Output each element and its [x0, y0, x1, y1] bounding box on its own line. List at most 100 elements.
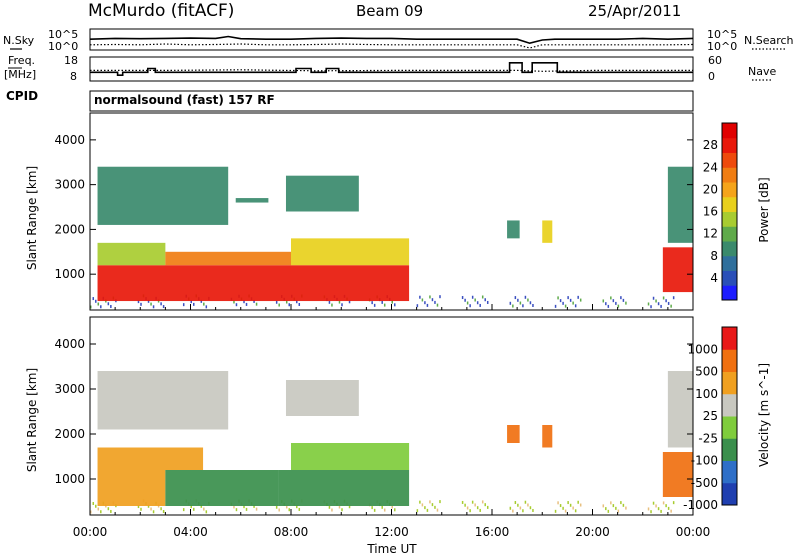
power-scatter-mark	[564, 304, 567, 308]
power-region-8	[507, 220, 520, 239]
power-scatter-mark	[574, 304, 577, 308]
power-scatter-mark	[150, 302, 152, 306]
velocity-colorbar-tick-label: -100	[691, 454, 718, 468]
noise-series-2	[89, 43, 694, 49]
power-region-5	[97, 166, 229, 225]
power-scatter-mark	[607, 304, 610, 308]
power-colorbar-segment	[722, 211, 737, 227]
velocity-region-10	[662, 452, 693, 497]
power-scatter-mark	[652, 296, 655, 300]
power-scatter-mark	[245, 302, 248, 306]
power-scatter-mark	[625, 301, 627, 305]
velocity-scatter-mark	[341, 508, 343, 512]
velocity-scatter-mark	[255, 507, 258, 511]
power-colorbar-frame	[721, 122, 738, 301]
power-scatter-mark	[650, 305, 652, 309]
velocity-scatter-mark	[622, 503, 625, 507]
velocity-scatter-mark	[97, 507, 100, 511]
power-scatter-mark	[140, 302, 142, 306]
velocity-scatter-mark	[275, 505, 278, 509]
velocity-colorbar-tick-label: 500	[695, 365, 718, 379]
velocity-region-3	[278, 470, 410, 506]
velocity-scatter-mark	[431, 503, 434, 507]
power-scatter-mark	[474, 298, 476, 302]
velocity-scatter-mark	[296, 505, 298, 509]
velocity-scatter-mark	[471, 500, 474, 504]
velocity-scatter-mark	[567, 501, 569, 505]
x-tick-label: 08:00	[274, 525, 309, 539]
power-ylabel: Slant Range [km]	[25, 166, 39, 270]
velocity-region-4	[97, 447, 204, 470]
velocity-scatter-mark	[476, 506, 479, 510]
velocity-scatter-mark	[288, 508, 290, 512]
power-scatter-mark	[431, 298, 434, 302]
velocity-scatter-mark	[607, 509, 610, 513]
velocity-scatter-mark	[562, 506, 564, 510]
velocity-scatter-mark	[285, 505, 288, 509]
velocity-scatter-mark	[657, 507, 660, 511]
power-colorbar-segment	[722, 167, 737, 183]
velocity-colorbar-tick-label: 100	[695, 387, 718, 401]
power-scatter-mark	[557, 296, 559, 300]
x-tick-label: 20:00	[575, 525, 610, 539]
velocity-scatter-mark	[662, 501, 665, 505]
velocity-scatter-mark	[569, 503, 572, 507]
power-scatter-mark	[512, 304, 514, 308]
power-colorbar-segment	[722, 241, 737, 257]
velocity-colorbar-segment	[722, 371, 737, 395]
velocity-scatter-mark	[647, 507, 650, 511]
x-tick-label: 12:00	[374, 525, 409, 539]
velocity-colorbar-segment	[722, 438, 737, 461]
power-scatter-mark	[373, 303, 376, 307]
velocity-colorbar-tick-label: -500	[691, 476, 718, 490]
chart-marks: 1000200030004000481216202428100020003000…	[54, 28, 738, 539]
power-scatter-mark	[429, 295, 431, 299]
velocity-scatter-mark	[559, 504, 562, 508]
noise-series-1	[89, 35, 694, 45]
power-scatter-mark	[461, 296, 464, 300]
velocity-scatter-mark	[298, 507, 301, 511]
power-scatter-mark	[610, 296, 612, 300]
power-ytick-label: 1000	[54, 267, 85, 281]
velocity-scatter-mark	[203, 507, 205, 511]
power-scatter-mark	[655, 299, 657, 303]
power-region-2	[97, 242, 166, 266]
power-colorbar-segment	[722, 255, 737, 271]
velocity-scatter-mark	[512, 509, 514, 513]
power-region-7	[235, 198, 269, 203]
power-scatter-mark	[391, 300, 393, 304]
power-scatter-mark	[157, 299, 160, 303]
date-label: 25/Apr/2011	[588, 2, 681, 20]
power-scatter-mark	[484, 298, 486, 302]
velocity-scatter-mark	[554, 509, 557, 513]
velocity-scatter-mark	[605, 507, 607, 511]
velocity-scatter-mark	[394, 508, 396, 512]
power-region-1	[97, 265, 410, 302]
velocity-scatter-mark	[160, 507, 162, 511]
power-region-11	[667, 166, 693, 243]
velocity-colorbar-segment	[722, 460, 737, 484]
velocity-colorbar-title: Velocity [m s^-1]	[757, 363, 771, 467]
velocity-scatter-mark	[527, 503, 529, 507]
power-scatter-mark	[416, 304, 419, 308]
power-scatter-mark	[147, 299, 150, 303]
velocity-scatter-mark	[620, 501, 622, 505]
velocity-colorbar-tick-label: 1000	[687, 342, 718, 356]
velocity-scatter-mark	[92, 501, 95, 505]
velocity-scatter-mark	[243, 505, 245, 509]
nave-right-tick-top: 60	[708, 54, 722, 67]
noise-right-tick-top: 10^5	[707, 28, 737, 41]
velocity-region-6	[97, 371, 229, 430]
power-scatter-mark	[100, 305, 102, 309]
power-scatter-mark	[514, 296, 517, 300]
velocity-ytick-label: 4000	[54, 337, 85, 351]
velocity-scatter-mark	[429, 500, 431, 504]
power-ytick-label: 4000	[54, 133, 85, 147]
power-scatter-mark	[605, 302, 607, 306]
power-scatter-mark	[235, 303, 238, 307]
power-scatter-mark	[481, 295, 484, 299]
velocity-scatter-mark	[469, 509, 471, 513]
power-scatter-mark	[381, 300, 383, 304]
noise-panel-frame	[89, 28, 694, 51]
power-scatter-mark	[567, 296, 569, 300]
